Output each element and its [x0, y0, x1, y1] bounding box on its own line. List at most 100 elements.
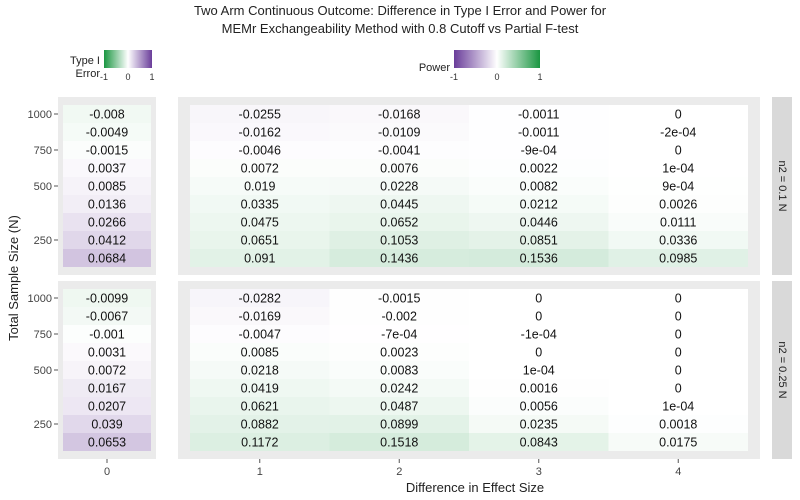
cell-label-power: 0.1536 — [520, 252, 558, 266]
cell-label-power: 0.0621 — [241, 400, 279, 414]
heatmap-cell-power — [608, 123, 748, 141]
heatmap-cell-power — [329, 361, 469, 379]
heatmap-cell-power — [608, 159, 748, 177]
cell-label-power: 0.0985 — [659, 252, 697, 266]
heatmap-cell-power — [190, 249, 330, 267]
cell-label-power: 0.0085 — [241, 346, 279, 360]
heatmap-cell-power — [469, 123, 609, 141]
cell-label-type1: 0.0167 — [88, 382, 126, 396]
cell-label-power: 0.0082 — [520, 180, 558, 194]
cell-label-power: 0 — [675, 292, 682, 306]
heatmap-cell-power — [329, 307, 469, 325]
heatmap-cell-power — [190, 325, 330, 343]
cell-label-power: 0.0175 — [659, 436, 697, 450]
heatmap-cell-type1 — [63, 379, 151, 397]
heatmap-cell-power — [190, 213, 330, 231]
heatmap-cell-power — [608, 195, 748, 213]
cell-label-power: 0.1518 — [380, 436, 418, 450]
cell-label-power: 0.0235 — [520, 418, 558, 432]
legend-type1-title-line1: Type I — [70, 55, 100, 67]
x-tick-label: 1 — [257, 466, 263, 478]
heatmap-cell-power — [608, 415, 748, 433]
y-tick-label: 250 — [34, 235, 52, 247]
cell-label-power: 0.0111 — [660, 216, 696, 230]
x-tick-label: 2 — [396, 466, 402, 478]
cell-label-power: 0 — [535, 292, 542, 306]
heatmap-cell-power — [329, 105, 469, 123]
cell-label-power: 0.0023 — [380, 346, 418, 360]
cell-label-power: 1e-04 — [662, 400, 694, 414]
heatmap-cell-power — [608, 379, 748, 397]
facet-strip-label: n2 = 0.1 N — [776, 160, 788, 211]
legend-type1-title-line2: Error — [76, 68, 101, 80]
heatmap-cell-power — [190, 231, 330, 249]
heatmap-cell-type1 — [63, 397, 151, 415]
heatmap-cell-power — [329, 123, 469, 141]
heatmap-cell-power — [329, 159, 469, 177]
cell-label-power: 0.0022 — [520, 162, 558, 176]
heatmap-cell-type1 — [63, 249, 151, 267]
legend-type1-label: -1 — [100, 72, 108, 82]
x-tick-label: 4 — [675, 466, 681, 478]
cell-label-power: 0.0026 — [659, 198, 697, 212]
legend-power-label: 1 — [537, 72, 542, 82]
heatmap-cell-type1 — [63, 177, 151, 195]
cell-label-power: 0.0228 — [380, 180, 418, 194]
cell-label-power: 0.0056 — [520, 400, 558, 414]
heatmap-cell-power — [608, 289, 748, 307]
heatmap-cell-power — [329, 379, 469, 397]
heatmap-cell-type1 — [63, 213, 151, 231]
cell-label-power: 0.0018 — [659, 418, 697, 432]
heatmap-cell-power — [608, 307, 748, 325]
cell-label-power: 0.0419 — [241, 382, 279, 396]
heatmap-cell-power — [190, 123, 330, 141]
cell-label-type1: 0.0037 — [88, 162, 126, 176]
heatmap-cell-power — [329, 231, 469, 249]
cell-label-power: -0.0011 — [518, 108, 560, 122]
heatmap-cell-type1 — [63, 325, 151, 343]
heatmap-cell-power — [190, 397, 330, 415]
cell-label-power: 0.1436 — [380, 252, 418, 266]
legend-power-label: -1 — [450, 72, 458, 82]
cell-label-type1: -0.0067 — [86, 310, 128, 324]
heatmap-cell-power — [190, 289, 330, 307]
cell-label-power: -0.0169 — [239, 310, 281, 324]
heatmap-cell-power — [608, 397, 748, 415]
cell-label-power: -0.002 — [382, 310, 417, 324]
heatmap-cell-power — [469, 397, 609, 415]
y-tick-label: 500 — [34, 365, 52, 377]
cell-label-type1: 0.0072 — [88, 364, 126, 378]
heatmap-cell-power — [469, 231, 609, 249]
cell-label-power: -9e-04 — [521, 144, 557, 158]
cell-label-power: 0.0487 — [380, 400, 418, 414]
cell-label-power: 0 — [675, 346, 682, 360]
heatmap-cell-power — [469, 249, 609, 267]
heatmap-cell-power — [190, 343, 330, 361]
x-axis-title: Difference in Effect Size — [406, 480, 544, 495]
heatmap-cell-type1 — [63, 343, 151, 361]
cell-label-power: 0.0242 — [380, 382, 418, 396]
cell-label-power: 0.019 — [244, 180, 275, 194]
heatmap-cell-power — [469, 379, 609, 397]
heatmap-cell-power — [469, 141, 609, 159]
heatmap-cell-power — [190, 195, 330, 213]
cell-label-power: 1e-04 — [662, 162, 694, 176]
heatmap-cell-type1 — [63, 123, 151, 141]
cell-label-power: 0 — [675, 310, 682, 324]
heatmap-cell-power — [329, 325, 469, 343]
heatmap-cell-power — [329, 249, 469, 267]
cell-label-power: 0.0218 — [241, 364, 279, 378]
heatmap-cell-power — [469, 343, 609, 361]
cell-label-type1: -0.001 — [89, 328, 124, 342]
cell-label-power: 0.1053 — [380, 234, 418, 248]
heatmap-cell-power — [608, 213, 748, 231]
cell-label-power: 0.0882 — [241, 418, 279, 432]
cell-label-type1: 0.0653 — [88, 436, 126, 450]
heatmap-cell-power — [329, 343, 469, 361]
legend-power-label: 0 — [494, 72, 499, 82]
heatmap-cell-type1 — [63, 433, 151, 451]
cell-label-power: 0 — [675, 108, 682, 122]
facet-strip — [772, 97, 792, 275]
cell-label-type1: 0.0266 — [88, 216, 126, 230]
heatmap-cell-type1 — [63, 361, 151, 379]
